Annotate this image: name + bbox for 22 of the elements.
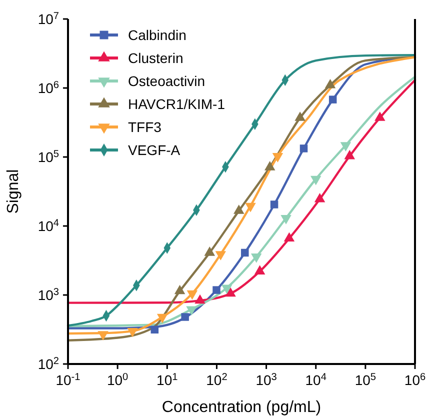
y-tick-label: 10$^{3}$ — [38, 286, 60, 303]
y-tick-label: 10$^{6}$ — [38, 80, 60, 96]
y-tick-label: 10$^{5}$ — [38, 148, 60, 165]
x-tick-label: 10$^{2}$ — [206, 372, 228, 388]
y-tick-label: 10$^{4}$ — [38, 218, 60, 234]
x-tick-label: 10$^{1}$ — [156, 372, 178, 388]
legend-label: Calbindin — [128, 27, 186, 43]
y-axis-title: Signal — [5, 169, 22, 214]
x-axis-title: Concentration (pg/mL) — [162, 399, 322, 416]
y-tick-label: 10$^{2}$ — [38, 356, 60, 372]
legend-label: Osteoactivin — [128, 73, 206, 89]
x-tick-label: 10$^{3}$ — [256, 372, 278, 388]
x-tick-label: 10$^{-1}$ — [56, 372, 81, 388]
x-tick-label: 10$^{6}$ — [404, 372, 426, 388]
legend-label: VEGF-A — [128, 142, 181, 158]
x-tick-label: 10$^{5}$ — [354, 372, 376, 388]
x-tick-label: 10$^{4}$ — [305, 372, 327, 388]
legend-label: Clusterin — [128, 50, 184, 66]
x-tick-label: 10$^{0}$ — [106, 372, 129, 388]
legend-label: HAVCR1/KIM-1 — [128, 96, 226, 112]
legend-label: TFF3 — [128, 119, 162, 135]
y-tick-label: 10$^{7}$ — [38, 10, 60, 27]
